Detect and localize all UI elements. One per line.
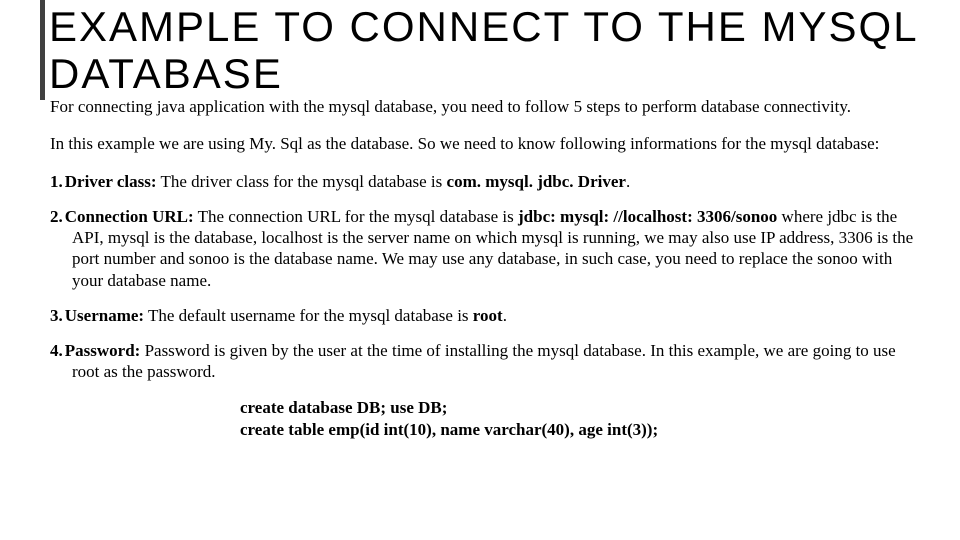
step-2-text-before: The connection URL for the mysql databas… — [194, 207, 518, 226]
sql-line-2: create table emp(id int(10), name varcha… — [240, 419, 920, 441]
step-4-text: Password is given by the user at the tim… — [72, 341, 896, 381]
slide: EXAMPLE TO CONNECT TO THE MYSQL DATABASE… — [0, 0, 960, 540]
step-1: Driver class: The driver class for the m… — [50, 171, 920, 192]
slide-title: EXAMPLE TO CONNECT TO THE MYSQL DATABASE — [49, 3, 920, 97]
title-accent-bar — [40, 0, 45, 100]
step-2-bold: jdbc: mysql: //localhost: 3306/sonoo — [518, 207, 777, 226]
sql-line-1: create database DB; use DB; — [240, 397, 920, 419]
step-3-bold: root — [473, 306, 503, 325]
step-1-label: Driver class: — [65, 172, 157, 191]
step-2: Connection URL: The connection URL for t… — [50, 206, 920, 291]
step-3-text-before: The default username for the mysql datab… — [144, 306, 473, 325]
step-2-label: Connection URL: — [65, 207, 194, 226]
step-3: Username: The default username for the m… — [50, 305, 920, 326]
intro-paragraph-2: In this example we are using My. Sql as … — [50, 133, 920, 154]
intro-paragraph-1: For connecting java application with the… — [50, 96, 920, 117]
step-1-text-after: . — [626, 172, 630, 191]
step-3-text-after: . — [503, 306, 507, 325]
slide-body: For connecting java application with the… — [40, 96, 920, 441]
step-1-text-before: The driver class for the mysql database … — [157, 172, 447, 191]
step-1-bold: com. mysql. jdbc. Driver — [447, 172, 626, 191]
sql-code-block: create database DB; use DB; create table… — [240, 397, 920, 441]
title-row: EXAMPLE TO CONNECT TO THE MYSQL DATABASE — [40, 0, 920, 100]
step-3-label: Username: — [65, 306, 144, 325]
step-4: Password: Password is given by the user … — [50, 340, 920, 383]
step-4-label: Password: — [65, 341, 141, 360]
steps-list: Driver class: The driver class for the m… — [50, 171, 920, 383]
